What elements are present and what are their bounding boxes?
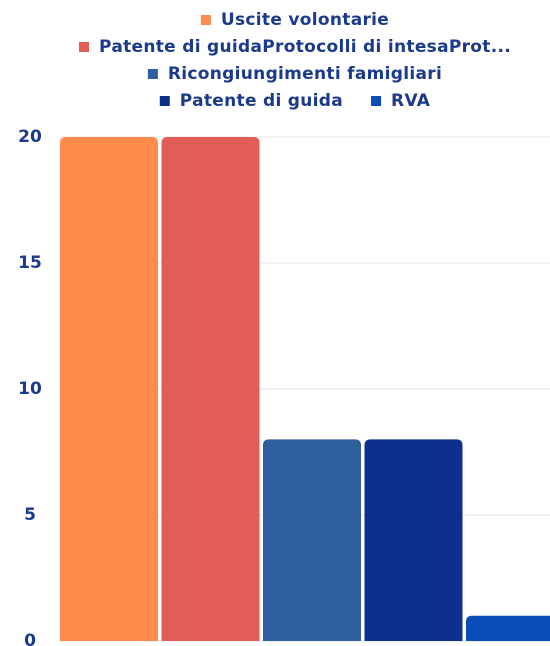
y-tick-label: 0 [24, 631, 36, 646]
legend-row: Uscite volontarie [200, 10, 389, 30]
y-tick-label: 20 [18, 127, 42, 147]
legend-label: RVA [391, 91, 431, 111]
legend-swatch [79, 42, 90, 52]
legend-label: Patente di guida [180, 91, 343, 111]
legend-swatch [371, 96, 382, 106]
y-tick-label: 10 [18, 379, 42, 399]
legend-label: Patente di guidaProtocolli di intesaProt… [99, 37, 511, 57]
legend-swatch [200, 15, 211, 25]
bar [263, 439, 361, 641]
legend-row: Ricongiungimenti famigliari [147, 64, 442, 84]
legend-swatch [147, 69, 158, 79]
legend-row: Patente di guidaProtocolli di intesaProt… [79, 37, 511, 57]
legend-row: Patente di guida RVA [159, 91, 431, 111]
bar [466, 615, 550, 641]
bar [60, 137, 158, 641]
y-tick-label: 5 [24, 505, 36, 525]
bar [364, 439, 463, 641]
legend-label: Uscite volontarie [221, 10, 389, 30]
bar [161, 137, 260, 641]
legend-label: Ricongiungimenti famigliari [168, 64, 442, 84]
y-tick-label: 15 [18, 253, 42, 273]
legend-swatch [159, 96, 170, 106]
